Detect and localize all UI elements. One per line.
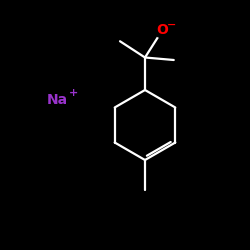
- Text: −: −: [167, 20, 177, 30]
- Text: Na: Na: [47, 93, 68, 107]
- Text: +: +: [69, 88, 78, 98]
- Circle shape: [154, 22, 170, 38]
- Text: O: O: [156, 23, 168, 37]
